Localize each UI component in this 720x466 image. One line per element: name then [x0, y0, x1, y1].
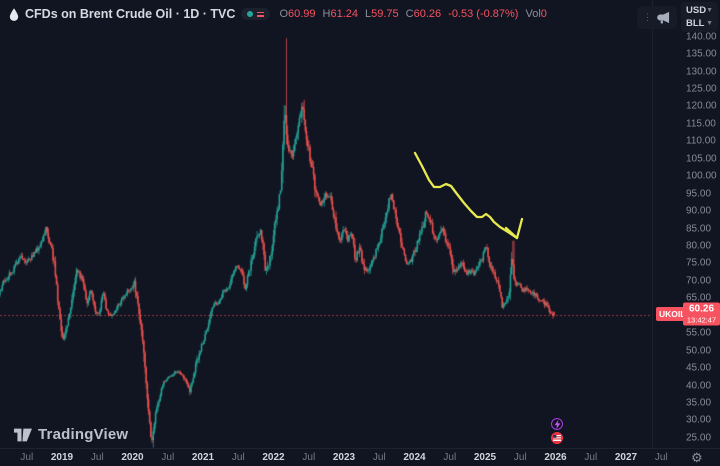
open-label: O — [279, 8, 288, 20]
time-tick-label: 2020 — [121, 452, 144, 463]
price-tick-label: 100.00 — [686, 170, 717, 182]
time-tick-label: 2025 — [473, 452, 497, 463]
currency-value: USD — [686, 5, 707, 16]
currency-dropdown[interactable]: USD ▼ — [681, 4, 718, 17]
price-tick-label: 125.00 — [686, 83, 717, 95]
symbol-badge: UKOIL — [656, 307, 689, 321]
price-tick-label: 65.00 — [686, 292, 712, 304]
open-value: 60.99 — [288, 8, 316, 20]
close-value: 60.26 — [413, 8, 442, 20]
time-tick-label: Jul — [302, 452, 316, 463]
price-tick-label: 30.00 — [686, 414, 712, 426]
time-tick-label: 2026 — [544, 452, 567, 463]
price-tick-label: 50.00 — [686, 345, 712, 357]
high-label: H — [322, 8, 331, 20]
time-tick-label: Jul — [231, 452, 245, 463]
time-tick-label: Jul — [443, 452, 457, 463]
time-tick-label: 2023 — [332, 452, 356, 463]
settings-gear-icon[interactable]: ⚙ — [691, 450, 703, 465]
price-tick-label: 110.00 — [686, 135, 716, 147]
price-axis[interactable]: UKOIL 60.26 13:42:47 140.00 135.00 130.00 1… — [652, 0, 720, 448]
us-flag-event-icon[interactable] — [551, 432, 563, 444]
megaphone-button[interactable]: ⋮ — [637, 6, 677, 29]
price-tick-label: 135.00 — [686, 48, 717, 60]
symbol-title[interactable]: CFDs on Brent Crude Oil · 1D · TVC — [25, 7, 236, 21]
megaphone-icon — [657, 11, 670, 24]
price-tick-label: 120.00 — [686, 100, 717, 112]
time-tick-label: Jul — [584, 452, 598, 463]
unit-dropdown[interactable]: BLL ▼ — [681, 17, 718, 30]
price-tick-label: 130.00 — [686, 66, 717, 77]
drag-handle-dots-icon[interactable]: ⋮ — [643, 12, 652, 22]
time-tick-label: 2027 — [614, 452, 638, 463]
price-tick-label: 45.00 — [686, 362, 712, 374]
price-tick-label: 25.00 — [686, 432, 712, 444]
time-tick-label: Jul — [161, 452, 175, 463]
bar-countdown: 13:42:47 — [686, 315, 717, 325]
price-tick-label: 105.00 — [686, 153, 717, 165]
price-tick-label: 55.00 — [686, 327, 712, 339]
high-value: 61.24 — [330, 8, 359, 20]
price-tick-label: 115.00 — [686, 118, 716, 130]
low-label: L — [365, 8, 372, 20]
last-price-label: 60.26 13:42:47 — [683, 302, 720, 326]
change-value: -0.53 (-0.87%) — [448, 8, 519, 20]
series-legend-pill[interactable] — [241, 8, 271, 20]
time-tick-label: Jul — [654, 452, 668, 463]
last-price-value: 60.26 — [688, 303, 715, 315]
tradingview-logo[interactable]: TradingView — [14, 426, 128, 443]
price-tick-label: 85.00 — [686, 223, 712, 234]
price-tick-label: 140.00 — [686, 31, 717, 43]
symbol-legend: CFDs on Brent Crude Oil · 1D · TVC O60.9… — [8, 7, 547, 21]
series-menu-icon[interactable] — [257, 11, 265, 17]
price-tick-label: 95.00 — [686, 188, 712, 200]
close-label: C — [405, 8, 414, 20]
price-tick-label: 70.00 — [686, 275, 712, 287]
chevron-down-icon: ▼ — [706, 7, 713, 14]
volume-label: Vol — [525, 8, 541, 20]
price-tick-label: 90.00 — [686, 205, 712, 217]
time-tick-label: Jul — [20, 452, 34, 463]
price-tick-label: 40.00 — [686, 380, 712, 391]
lightning-event-icon[interactable] — [551, 418, 563, 430]
price-tick-label: 35.00 — [686, 397, 712, 409]
tradingview-logo-text: TradingView — [38, 426, 129, 443]
top-right-controls: ⋮ USD ▼ BLL ▼ — [637, 0, 718, 32]
tradingview-mark-icon — [14, 428, 32, 441]
price-tick-label: 75.00 — [686, 257, 712, 269]
ohlc-readout: O60.99 H61.24 L59.75 C60.26 -0.53 (-0.87… — [279, 8, 546, 20]
chevron-down-icon: ▼ — [706, 20, 713, 27]
candlestick-chart[interactable] — [0, 0, 652, 448]
unit-value: BLL — [686, 18, 705, 29]
event-markers — [551, 418, 563, 444]
time-tick-label: Jul — [372, 452, 386, 463]
series-visibility-dot-icon[interactable] — [247, 11, 254, 17]
volume-value: 0 — [540, 8, 547, 20]
time-tick-label: 2022 — [262, 452, 285, 463]
time-tick-label: Jul — [513, 452, 527, 463]
time-tick-label: 2021 — [191, 452, 215, 463]
time-axis[interactable]: ⚙ Jul 2019 Jul 2020 Jul 2021 Jul 2022 Jul 2023 Jul… — [0, 448, 720, 466]
low-value: 59.75 — [371, 8, 399, 20]
time-tick-label: Jul — [90, 452, 104, 463]
time-tick-label: 2024 — [403, 452, 426, 463]
oil-drop-icon — [8, 7, 19, 21]
time-tick-label: 2019 — [50, 452, 74, 463]
currency-unit-selector: USD ▼ BLL ▼ — [681, 2, 718, 32]
price-tick-label: 80.00 — [686, 240, 712, 252]
